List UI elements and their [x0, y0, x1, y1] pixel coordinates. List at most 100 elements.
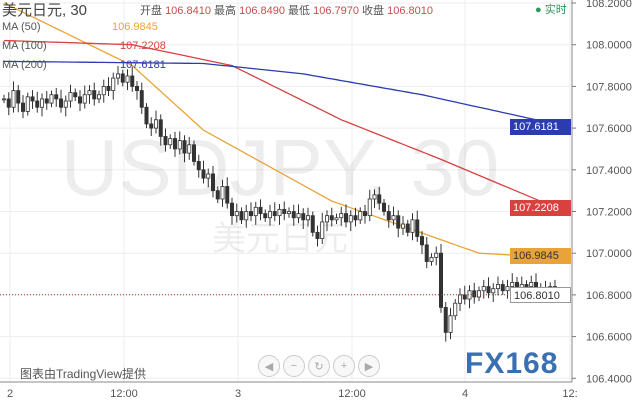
y-tick-label: 108.2000 [586, 0, 632, 10]
x-tick-label: 2 [7, 388, 13, 400]
y-tick-label: 107.2000 [586, 207, 632, 219]
legend-ma100-value: 107.2208 [120, 40, 166, 52]
x-tick-label: 4 [462, 388, 468, 400]
candle-body [453, 302, 458, 317]
candle-body [73, 92, 78, 98]
live-indicator[interactable]: ● 实时 [535, 4, 567, 16]
candle-body [220, 186, 225, 200]
candle-body [429, 256, 434, 262]
ma-line [3, 2, 556, 259]
candle-body [172, 138, 177, 150]
zoom-in-button[interactable]: + [333, 355, 355, 377]
candle-body [92, 90, 97, 100]
candle-body [106, 86, 111, 91]
candle-body [348, 215, 353, 223]
candle-body [68, 92, 73, 102]
candle-body [415, 219, 420, 237]
candle-body [529, 281, 534, 287]
candle-body [481, 286, 486, 292]
candle-body [405, 223, 410, 233]
candle-body [282, 209, 287, 214]
scroll-right-button[interactable]: ▶ [358, 355, 380, 377]
candle-body [196, 161, 201, 171]
candle-body [424, 244, 429, 262]
candle-body [353, 215, 358, 221]
x-tick-label: 12:00 [338, 388, 366, 400]
candle-body [11, 90, 16, 108]
candle-body [239, 211, 244, 221]
candle-body [163, 136, 168, 146]
y-tick-label: 106.6000 [586, 332, 632, 344]
candle-body [187, 144, 192, 154]
candle-body [6, 98, 11, 108]
candle-body [20, 102, 25, 112]
candle-body [443, 307, 448, 333]
candle-body [215, 190, 220, 200]
candle-body [391, 215, 396, 221]
legend-ma50[interactable]: MA (50) [2, 21, 41, 33]
candle-body [2, 98, 7, 101]
y-tick-label: 107.4000 [586, 165, 632, 177]
candle-body [78, 96, 83, 104]
candle-body [310, 215, 315, 233]
ma-line [3, 39, 556, 208]
reset-button[interactable]: ↻ [308, 355, 330, 377]
candle-body [277, 209, 282, 217]
candle-body [334, 217, 339, 221]
candle-body [510, 281, 515, 287]
ma100-price-label: 107.2208 [510, 200, 571, 216]
candle-body [358, 211, 363, 221]
candle-body [524, 284, 529, 287]
candle-body [134, 86, 139, 91]
candle-body [258, 206, 263, 214]
candle-body [500, 284, 505, 292]
candle-body [291, 211, 296, 219]
candle-body [419, 236, 424, 246]
fx168-logo: FX168 [465, 347, 559, 380]
candle-body [44, 98, 49, 104]
candle-body [168, 138, 173, 146]
ohlc-readout: 开盘 106.8410 最高 106.8490 最低 106.7970 收盘 1… [140, 5, 433, 17]
scroll-left-button[interactable]: ◀ [258, 355, 280, 377]
candle-body [111, 77, 116, 91]
candle-body [476, 290, 481, 298]
candle-body [272, 211, 277, 217]
candle-body [472, 290, 477, 298]
candle-body [35, 100, 40, 108]
zoom-out-button[interactable]: − [283, 355, 305, 377]
candle-body [158, 119, 163, 137]
y-tick-label: 108.0000 [586, 40, 632, 52]
candle-body [144, 106, 149, 125]
ma200-price-label: 107.6181 [510, 119, 571, 135]
candle-body [362, 211, 367, 217]
watermark-name: 美元日元 [212, 220, 348, 258]
last-price-label: 106.8010 [510, 287, 571, 303]
candle-body [400, 223, 405, 229]
legend-ma50-value: 106.9845 [112, 21, 158, 33]
candle-body [130, 75, 135, 87]
candle-body [97, 94, 102, 100]
candle-body [372, 194, 377, 200]
candle-body [505, 286, 510, 292]
candle-body [410, 219, 415, 233]
candle-body [153, 119, 158, 129]
candle-body [396, 215, 401, 229]
candle-body [438, 252, 443, 308]
x-tick-label: 12:00 [110, 388, 138, 400]
legend-ma200[interactable]: MA (200) [2, 59, 47, 71]
candle-body [182, 140, 187, 154]
candle-body [286, 211, 291, 214]
candle-body [386, 211, 391, 221]
candle-body [434, 252, 439, 258]
y-tick-label: 106.8000 [586, 290, 632, 302]
candle-body [40, 98, 45, 108]
candle-body [263, 213, 268, 219]
candle-body [101, 86, 106, 96]
candle-body [139, 90, 144, 108]
tradingview-credit[interactable]: 图表由TradingView提供 [20, 367, 147, 381]
legend-ma100[interactable]: MA (100) [2, 40, 47, 52]
y-tick-label: 107.8000 [586, 81, 632, 93]
candle-body [343, 213, 348, 223]
candle-body [495, 284, 500, 290]
